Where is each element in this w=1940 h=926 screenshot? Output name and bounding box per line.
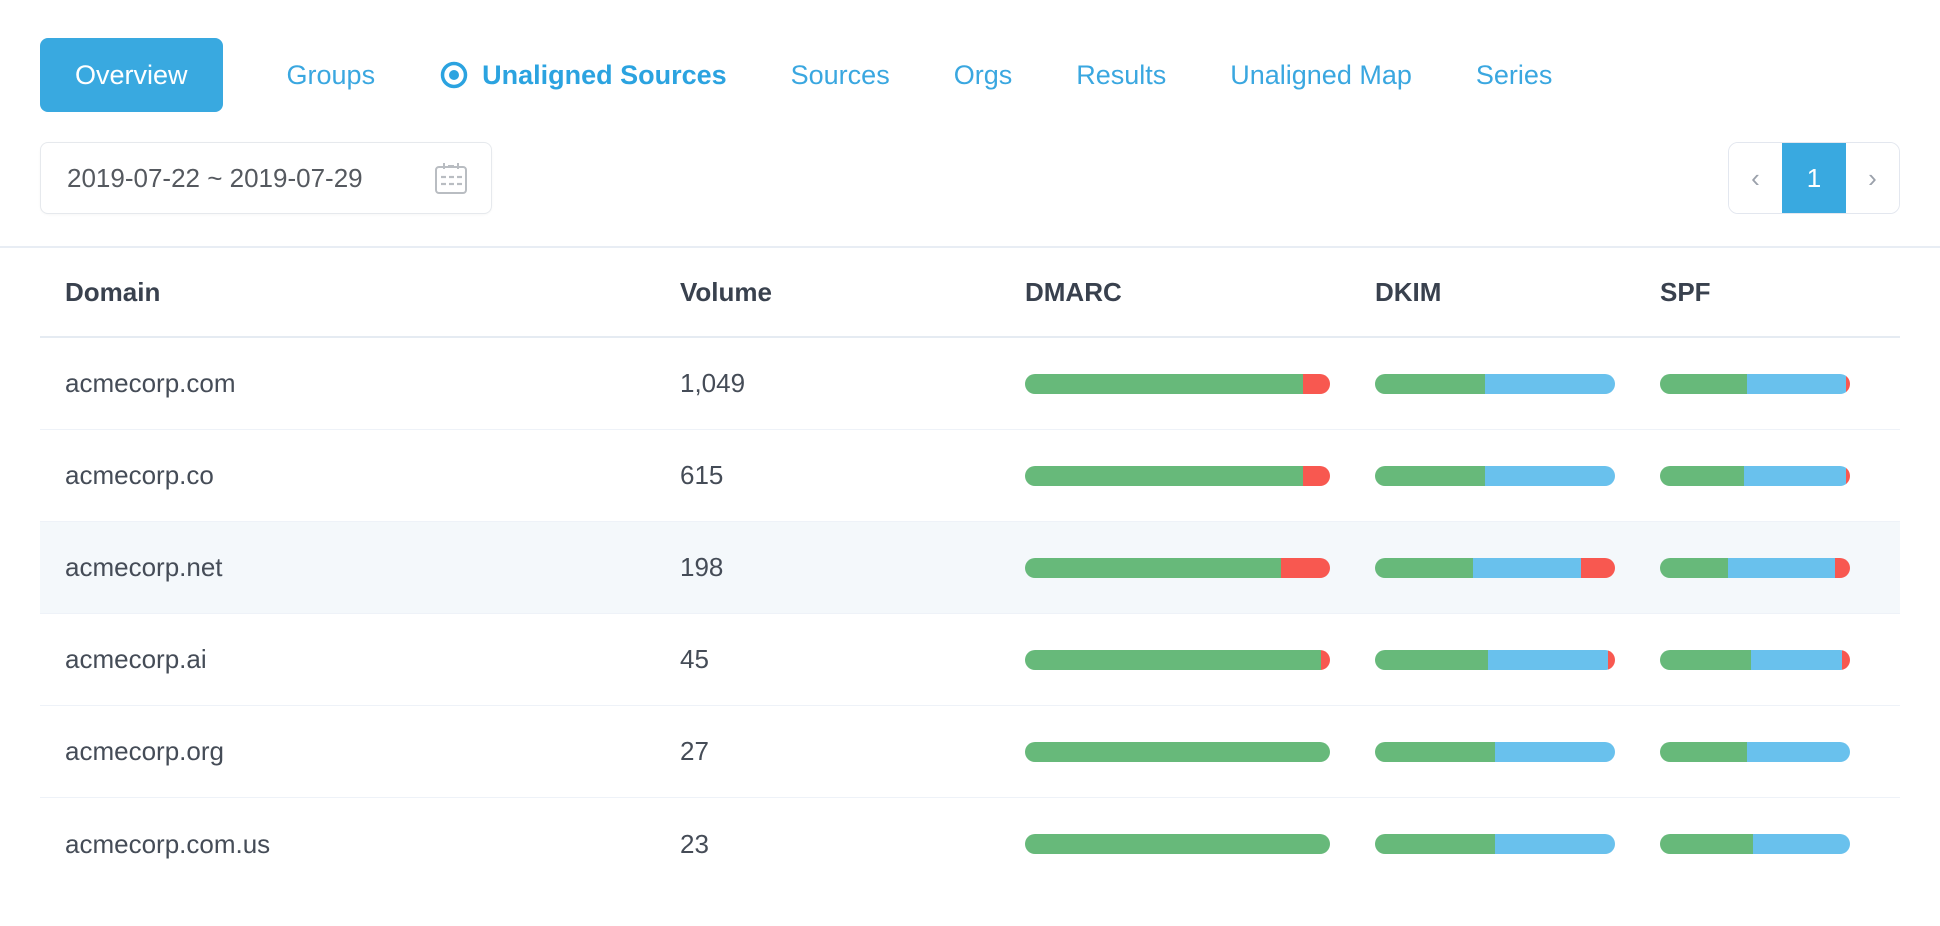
header-volume: Volume bbox=[680, 276, 772, 307]
domain-cell: acmecorp.org bbox=[65, 736, 224, 766]
table-row[interactable]: acmecorp.co 615 bbox=[40, 430, 1900, 522]
domain-cell: acmecorp.ai bbox=[65, 644, 207, 674]
tab-overview[interactable]: Overview bbox=[40, 38, 223, 112]
tab-sources[interactable]: Sources bbox=[790, 60, 890, 90]
domain-cell: acmecorp.com.us bbox=[65, 828, 271, 859]
tab-bar: Overview Groups Unaligned Sources Source… bbox=[0, 0, 1940, 112]
dkim-bar bbox=[1375, 649, 1615, 670]
domains-table: Domain Volume DMARC DKIM SPF acmecorp.co… bbox=[0, 248, 1940, 890]
prev-page-button[interactable]: ‹ bbox=[1729, 143, 1782, 213]
dkim-bar bbox=[1375, 741, 1615, 762]
table-row[interactable]: acmecorp.net 198 bbox=[40, 522, 1900, 614]
dmarc-bar bbox=[1025, 741, 1330, 762]
header-dkim: DKIM bbox=[1375, 276, 1442, 307]
header-spf: SPF bbox=[1660, 276, 1711, 307]
dkim-bar bbox=[1375, 834, 1615, 854]
controls-row: 2019-07-22 ~ 2019-07-29 ‹ 1 › bbox=[0, 142, 1940, 214]
volume-cell: 198 bbox=[680, 552, 724, 582]
dmarc-bar bbox=[1025, 373, 1330, 394]
dkim-bar bbox=[1375, 557, 1615, 578]
header-dmarc: DMARC bbox=[1025, 276, 1122, 307]
calendar-icon bbox=[435, 163, 467, 194]
section-divider bbox=[0, 246, 1940, 248]
tab-series[interactable]: Series bbox=[1475, 60, 1553, 90]
date-range-picker[interactable]: 2019-07-22 ~ 2019-07-29 bbox=[40, 142, 492, 214]
spf-bar bbox=[1660, 741, 1850, 762]
table-row[interactable]: acmecorp.org 27 bbox=[40, 706, 1900, 798]
tab-groups[interactable]: Groups bbox=[286, 60, 376, 90]
date-range-value: 2019-07-22 ~ 2019-07-29 bbox=[67, 162, 363, 193]
volume-cell: 27 bbox=[680, 736, 709, 766]
table-row[interactable]: acmecorp.com 1,049 bbox=[40, 338, 1900, 430]
tab-unaligned-map[interactable]: Unaligned Map bbox=[1230, 60, 1412, 90]
domain-cell: acmecorp.co bbox=[65, 460, 214, 490]
table-row[interactable]: acmecorp.ai 45 bbox=[40, 614, 1900, 706]
spf-bar bbox=[1660, 557, 1850, 578]
dmarc-bar bbox=[1025, 557, 1330, 578]
tab-unaligned-sources-label: Unaligned Sources bbox=[482, 60, 727, 90]
dmarc-bar bbox=[1025, 834, 1330, 854]
tab-results[interactable]: Results bbox=[1076, 60, 1167, 90]
table-header-row: Domain Volume DMARC DKIM SPF bbox=[40, 248, 1900, 338]
dkim-bar bbox=[1375, 373, 1615, 394]
tab-unaligned-sources[interactable]: Unaligned Sources bbox=[439, 38, 727, 112]
volume-cell: 1,049 bbox=[680, 368, 746, 398]
spf-bar bbox=[1660, 649, 1850, 670]
volume-cell: 23 bbox=[680, 828, 709, 859]
header-domain: Domain bbox=[65, 276, 161, 307]
domain-cell: acmecorp.com bbox=[65, 368, 236, 398]
dkim-bar bbox=[1375, 465, 1615, 486]
volume-cell: 45 bbox=[680, 644, 709, 674]
spf-bar bbox=[1660, 373, 1850, 394]
next-page-button[interactable]: › bbox=[1846, 143, 1899, 213]
tab-orgs[interactable]: Orgs bbox=[953, 60, 1013, 90]
target-icon bbox=[440, 61, 468, 89]
spf-bar bbox=[1660, 834, 1850, 854]
spf-bar bbox=[1660, 465, 1850, 486]
domain-cell: acmecorp.net bbox=[65, 552, 223, 582]
current-page-indicator[interactable]: 1 bbox=[1782, 143, 1846, 213]
dmarc-bar bbox=[1025, 465, 1330, 486]
table-row[interactable]: acmecorp.com.us 23 bbox=[40, 798, 1900, 890]
pagination: ‹ 1 › bbox=[1728, 142, 1900, 214]
dmarc-bar bbox=[1025, 649, 1330, 670]
volume-cell: 615 bbox=[680, 460, 724, 490]
